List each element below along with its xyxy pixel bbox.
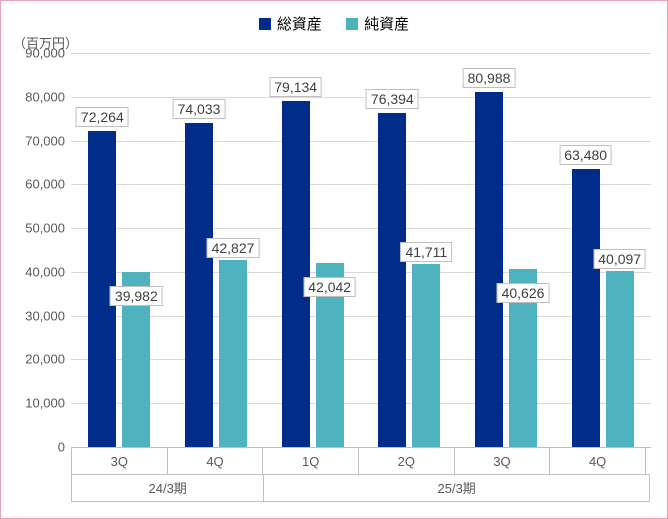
data-label-net-assets: 40,097 — [593, 249, 646, 269]
bar-total-assets — [185, 123, 213, 447]
legend-item-total-assets: 総資産 — [259, 13, 322, 34]
bar-net-assets — [606, 271, 634, 447]
y-tick-label: 30,000 — [25, 308, 71, 323]
x-group-label: 25/3期 — [263, 474, 650, 502]
data-label-total-assets: 76,394 — [366, 89, 419, 109]
x-group-label: 24/3期 — [71, 474, 264, 502]
bar-group: 76,394 41,711 — [361, 53, 458, 447]
data-label-net-assets: 42,042 — [303, 277, 356, 297]
legend-label: 総資産 — [277, 13, 322, 34]
bar-total-assets — [572, 169, 600, 447]
x-axis-categories: 3Q4Q1Q2Q3Q4Q — [71, 447, 651, 475]
bar-net-assets — [412, 264, 440, 447]
data-label-total-assets: 72,264 — [76, 107, 129, 127]
data-label-total-assets: 80,988 — [463, 68, 516, 88]
x-category-label: 2Q — [358, 447, 455, 475]
x-category-label: 3Q — [454, 447, 551, 475]
data-label-total-assets: 79,134 — [269, 77, 322, 97]
data-label-net-assets: 42,827 — [207, 238, 260, 258]
data-label-total-assets: 74,033 — [173, 99, 226, 119]
y-tick-label: 90,000 — [25, 46, 71, 61]
bar-total-assets — [378, 113, 406, 447]
x-axis-groups: 24/3期25/3期 — [71, 474, 651, 502]
chart-container: 総資産 純資産 （百万円） 010,00020,00030,00040,0005… — [0, 0, 668, 519]
data-label-net-assets: 40,626 — [497, 283, 550, 303]
bar-group: 79,134 42,042 — [264, 53, 361, 447]
y-tick-label: 20,000 — [25, 352, 71, 367]
legend-item-net-assets: 純資産 — [346, 13, 409, 34]
data-label-net-assets: 39,982 — [110, 286, 163, 306]
bar-total-assets — [282, 101, 310, 447]
bar-total-assets — [475, 92, 503, 447]
bar-group: 63,480 40,097 — [554, 53, 651, 447]
data-label-total-assets: 63,480 — [559, 145, 612, 165]
x-category-label: 1Q — [262, 447, 359, 475]
y-tick-label: 70,000 — [25, 133, 71, 148]
legend-label: 純資産 — [364, 13, 409, 34]
x-category-label: 4Q — [167, 447, 264, 475]
bar-group: 80,988 40,626 — [458, 53, 555, 447]
y-tick-label: 80,000 — [25, 89, 71, 104]
y-tick-label: 10,000 — [25, 396, 71, 411]
legend-swatch — [346, 18, 358, 30]
y-tick-label: 0 — [58, 440, 71, 455]
x-category-label: 3Q — [71, 447, 168, 475]
bar-group: 74,033 42,827 — [168, 53, 265, 447]
plot-area: 010,00020,00030,00040,00050,00060,00070,… — [71, 53, 651, 447]
y-tick-label: 60,000 — [25, 177, 71, 192]
legend-swatch — [259, 18, 271, 30]
y-tick-label: 40,000 — [25, 264, 71, 279]
bar-group: 72,264 39,982 — [71, 53, 168, 447]
bar-net-assets — [219, 260, 247, 447]
y-tick-label: 50,000 — [25, 221, 71, 236]
legend: 総資産 純資産 — [1, 13, 667, 34]
data-label-net-assets: 41,711 — [400, 242, 452, 262]
x-category-label: 4Q — [549, 447, 646, 475]
